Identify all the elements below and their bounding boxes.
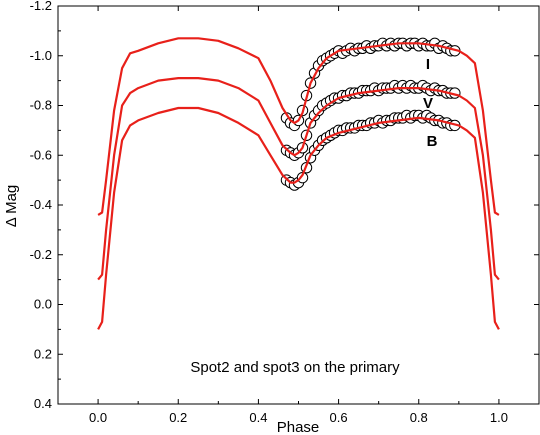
y-axis-ticks: -1.2 -1.0 -0.8 -0.6 -0.4 -0.2 0.0 0.2 0.4 — [30, 0, 539, 411]
x-axis-ticks: 0.0 0.2 0.4 0.6 0.8 1.0 — [89, 6, 508, 425]
x-tick-label: 0.2 — [169, 410, 187, 425]
y-tick-label: 0.2 — [34, 346, 52, 361]
x-axis-title: Phase — [277, 419, 320, 435]
x-tick-label: 0.4 — [249, 410, 267, 425]
series-B — [97, 106, 500, 330]
band-label-I: I — [426, 56, 430, 73]
y-tick-label: -1.0 — [30, 48, 52, 63]
y-tick-label: -0.4 — [30, 197, 52, 212]
band-label-B: B — [427, 133, 438, 150]
plot-frame — [57, 5, 540, 405]
x-tick-label: 1.0 — [490, 410, 508, 425]
series-layer — [97, 37, 500, 330]
y-tick-label: -0.8 — [30, 98, 52, 113]
x-tick-label: 0.6 — [330, 410, 348, 425]
y-tick-label: -0.6 — [30, 147, 52, 162]
series-V — [97, 76, 500, 281]
model-curve-I — [97, 37, 500, 216]
band-label-V: V — [423, 95, 433, 112]
x-tick-label: 0.0 — [89, 410, 107, 425]
y-tick-label: 0.0 — [34, 297, 52, 312]
y-tick-label: -0.2 — [30, 247, 52, 262]
y-tick-label: -1.2 — [30, 0, 52, 13]
x-tick-label: 0.8 — [410, 410, 428, 425]
model-curve-V — [97, 76, 500, 281]
y-axis-title: Δ Mag — [3, 185, 20, 228]
chart-annotation: Spot2 and spot3 on the primary — [190, 359, 400, 376]
model-curve-B — [97, 106, 500, 330]
series-I — [97, 37, 500, 216]
y-tick-label: 0.4 — [34, 396, 52, 411]
